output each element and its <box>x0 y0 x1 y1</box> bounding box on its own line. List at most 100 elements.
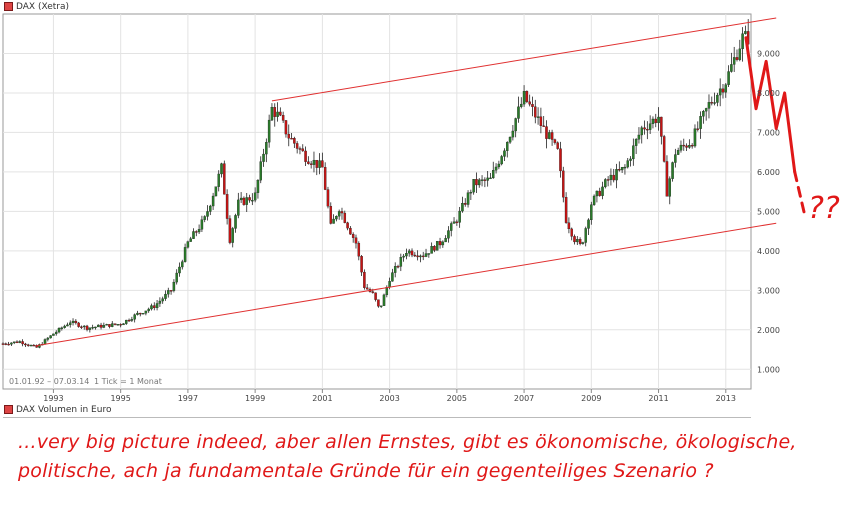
candle-body <box>346 222 349 229</box>
candle-body <box>654 118 657 124</box>
candle-body <box>195 231 198 233</box>
candle-body <box>63 325 66 328</box>
candle-body <box>444 238 447 243</box>
candle-body <box>57 328 61 333</box>
candle-body <box>626 160 629 168</box>
candle-body <box>587 219 590 229</box>
candle-body <box>716 94 719 103</box>
candle-body <box>46 337 50 340</box>
candle-body <box>522 90 526 105</box>
candle-body <box>407 250 411 254</box>
candle-body <box>606 179 610 181</box>
x-tick-label: 2009 <box>581 394 601 403</box>
candle-body <box>696 128 700 130</box>
candle-body <box>284 120 288 135</box>
candle-body <box>721 88 725 93</box>
caption-line-2: politische, ach ja fundamentale Gründe f… <box>18 460 714 482</box>
y-tick-label: 2.000 <box>757 326 780 335</box>
candle-body <box>724 84 728 93</box>
candle-body <box>489 177 492 180</box>
candle-body <box>590 204 593 221</box>
candle-body <box>186 241 190 248</box>
candle-body <box>497 163 501 168</box>
candle-body <box>32 344 36 347</box>
candle-body <box>139 312 142 315</box>
candle-body <box>480 179 484 181</box>
candle-body <box>584 228 587 243</box>
candle-body <box>105 324 108 326</box>
candle-body <box>192 231 195 239</box>
x-tick-label: 2001 <box>312 394 332 403</box>
candle-body <box>536 116 540 118</box>
candle-body <box>178 266 181 274</box>
candle-body <box>122 323 125 326</box>
candle-body <box>441 241 445 246</box>
candle-body <box>153 305 156 309</box>
candle-body <box>396 266 400 268</box>
candle-body <box>685 145 688 148</box>
candle-body <box>741 33 744 50</box>
candle-body <box>127 319 131 322</box>
candle-body <box>301 148 305 152</box>
candle-body <box>463 203 467 205</box>
y-tick-label: 1.000 <box>757 365 780 374</box>
candle-body <box>618 169 621 171</box>
candle-body <box>119 324 122 326</box>
candle-body <box>660 116 663 137</box>
candle-body <box>91 327 94 329</box>
candle-body <box>570 228 573 237</box>
candle-body <box>125 319 128 324</box>
candle-body <box>158 300 162 304</box>
candle-body <box>634 139 638 146</box>
candle-body <box>351 234 355 238</box>
candle-body <box>270 107 274 121</box>
candle-body <box>169 290 173 292</box>
candle-body <box>164 293 167 299</box>
candle-body <box>354 237 358 244</box>
candle-body <box>181 261 184 268</box>
candle-body <box>640 127 643 136</box>
candle-body <box>581 242 585 244</box>
x-tick-label: 2007 <box>514 394 534 403</box>
candle-body <box>26 344 30 346</box>
candle-body <box>662 136 666 162</box>
series-color-swatch <box>4 2 13 11</box>
candle-body <box>699 116 702 129</box>
candle-body <box>237 199 240 216</box>
caption-line-1: ...very big picture indeed, aber allen E… <box>18 431 797 453</box>
candle-body <box>531 104 534 107</box>
candle-body <box>374 292 377 300</box>
candle-body <box>97 324 100 328</box>
y-tick-label: 4.000 <box>757 247 780 256</box>
candle-body <box>730 64 733 72</box>
candle-body <box>601 186 604 196</box>
candle-body <box>438 241 442 246</box>
candle-body <box>379 305 383 307</box>
candle-body <box>337 211 341 217</box>
candle-body <box>452 221 456 224</box>
y-tick-label: 5.000 <box>757 207 780 216</box>
candle-body <box>71 320 75 323</box>
candle-body <box>388 281 391 288</box>
candle-body <box>679 144 683 151</box>
candle-body <box>239 197 243 201</box>
candle-body <box>68 322 72 326</box>
x-tick-label: 1999 <box>245 394 265 403</box>
candle-body <box>612 174 615 181</box>
candle-body <box>458 210 461 223</box>
candle-body <box>265 142 268 155</box>
candle-body <box>564 197 568 223</box>
candle-body <box>534 106 537 118</box>
volume-panel <box>3 417 751 418</box>
x-tick-label: 2003 <box>379 394 399 403</box>
candle-body <box>651 118 655 124</box>
candle-body <box>718 88 722 96</box>
candle-body <box>548 132 551 139</box>
candle-body <box>735 57 739 60</box>
candle-body <box>29 344 33 347</box>
candle-body <box>707 102 711 109</box>
candle-body <box>49 335 52 339</box>
candle-body <box>253 192 257 201</box>
candle-body <box>520 103 523 107</box>
x-tick-label: 1997 <box>178 394 198 403</box>
